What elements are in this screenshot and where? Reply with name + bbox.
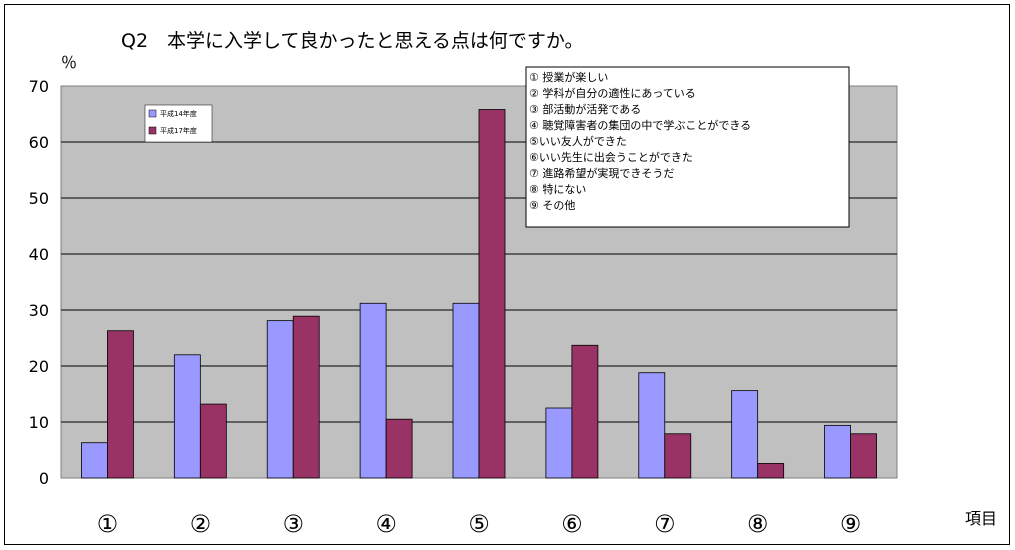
bar-series-2005 (385, 418, 413, 479)
bar-series-2002 (638, 372, 666, 479)
x-tick-label: ③ (282, 510, 304, 538)
annotation-line: ⑦ 進路希望が実現できそうだ (529, 166, 674, 180)
bar-series-2005 (850, 433, 877, 479)
bar-series-2002 (266, 320, 294, 479)
annotation-line: ⑨ その他 (529, 199, 575, 212)
y-tick-label: 0 (39, 469, 49, 488)
annotation-box: ① 授業が楽しい ② 学科が自分の適性にあっている ③ 部活動が活発である ④ … (525, 66, 850, 228)
y-tick-label: 40 (29, 245, 49, 264)
chart-frame: Q2 本学に入学して良かったと思える点は何ですか。 ％ 項目 0 10 20 30 40… (4, 4, 1010, 545)
annotation-frame (525, 66, 850, 228)
y-tick-label: 20 (29, 357, 49, 376)
annotation-line: ⑥いい先生に出会うことができた (529, 150, 693, 164)
bar-series-2005 (199, 403, 227, 479)
legend-swatch-2002 (148, 109, 157, 118)
x-tick-label: ② (190, 510, 212, 538)
annotation-line: ① 授業が楽しい (529, 70, 608, 84)
bar-series-2002 (824, 424, 851, 479)
bar-series-2002 (545, 407, 573, 479)
bars (81, 109, 877, 479)
bar-series-2005 (571, 344, 599, 479)
y-tick-label: 70 (29, 77, 49, 96)
bar-series-2002 (359, 302, 387, 479)
annotation-line: ② 学科が自分の適性にあっている (529, 86, 696, 100)
x-tick-label: ⑤ (468, 510, 490, 538)
annotation-line: ⑤いい友人ができた (529, 134, 627, 148)
annotation-line: ③ 部活動が活発である (529, 102, 641, 116)
legend-label-2005: 平成17年度 (160, 126, 197, 135)
bar-series-2002 (731, 390, 759, 479)
annotation-line: ④ 聴覚障害者の集団の中で学ぶことができる (529, 118, 751, 132)
chart-title: Q2 本学に入学して良かったと思える点は何ですか。 (121, 30, 584, 52)
bar-series-2005 (478, 109, 506, 479)
legend-swatch-2005 (148, 126, 157, 135)
annotation-line: ⑧ 特にない (529, 182, 586, 196)
x-tick-label: ⑦ (654, 510, 676, 538)
bar-series-2005 (292, 315, 320, 479)
y-tick-label: 30 (29, 301, 49, 320)
y-axis-unit: ％ (61, 53, 77, 72)
x-tick-label: ④ (375, 510, 397, 538)
bar-series-2005 (664, 433, 692, 479)
x-tick-label: ① (97, 510, 119, 538)
y-tick-labels: 0 10 20 30 40 50 60 70 (29, 77, 49, 488)
x-tick-label: ⑧ (747, 510, 769, 538)
legend: 平成14年度 平成17年度 (144, 104, 213, 143)
y-tick-label: 50 (29, 189, 49, 208)
bar-series-2002 (452, 302, 480, 479)
x-tick-label: ⑨ (840, 510, 862, 538)
bar-chart: Q2 本学に入学して良かったと思える点は何ですか。 ％ 項目 0 10 20 30 40… (29, 30, 997, 538)
legend-label-2002: 平成14年度 (160, 109, 197, 118)
x-axis-label: 項目 (965, 509, 997, 528)
bar-series-2002 (81, 442, 108, 479)
x-tick-labels: ① ② ③ ④ ⑤ ⑥ ⑦ ⑧ ⑨ (97, 510, 862, 538)
bar-series-2005 (757, 463, 785, 479)
bar-series-2005 (107, 330, 134, 479)
x-tick-label: ⑥ (561, 510, 583, 538)
y-tick-label: 10 (29, 413, 49, 432)
bar-series-2002 (173, 354, 201, 479)
y-tick-label: 60 (29, 133, 49, 152)
